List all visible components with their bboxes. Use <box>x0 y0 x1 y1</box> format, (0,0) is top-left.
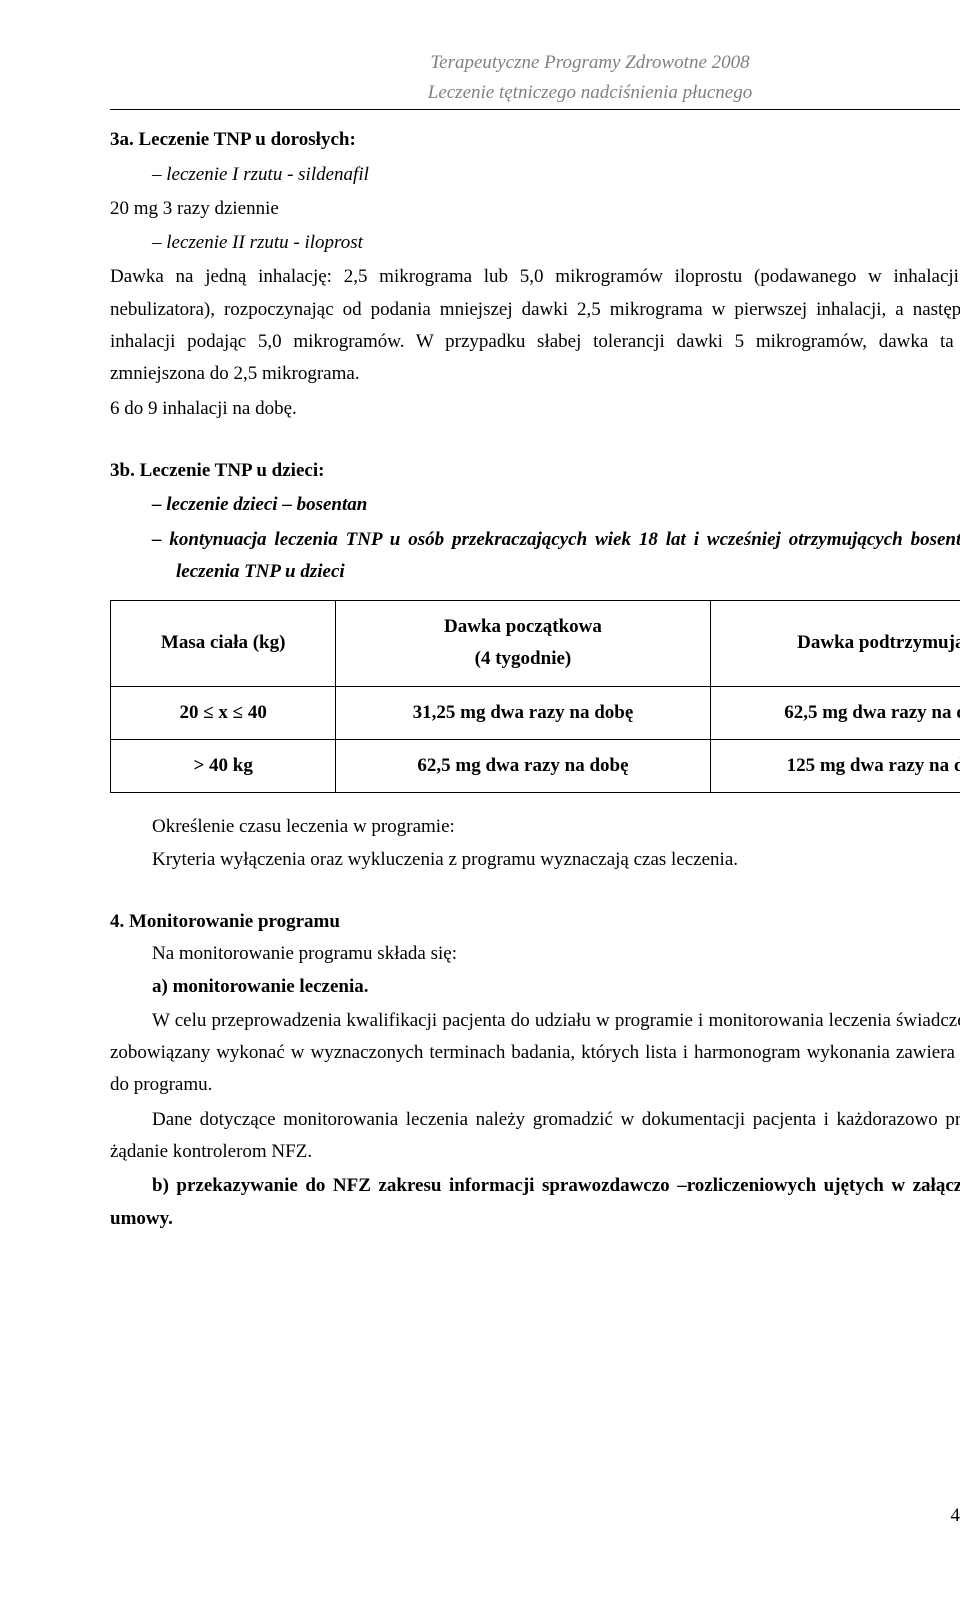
col-maintenance-dose: Dawka podtrzymująca <box>710 601 960 687</box>
cell-initial-1: 31,25 mg dwa razy na dobę <box>336 686 710 739</box>
s4-line-a: a) monitorowanie leczenia. <box>110 971 960 1003</box>
cell-mass-1: 20 ≤ x ≤ 40 <box>111 686 336 739</box>
cell-maint-1: 62,5 mg dwa razy na dobę <box>710 686 960 739</box>
s4-para-2: Dane dotyczące monitorowania leczenia na… <box>110 1104 960 1169</box>
s3a-inhalation-line: 6 do 9 inhalacji na dobę. <box>110 393 960 425</box>
s3b-item-1: leczenie dzieci – bosentan <box>110 489 960 521</box>
cell-mass-2: > 40 kg <box>111 740 336 793</box>
page-number: 4 <box>951 1500 960 1532</box>
posttable-line-1: Określenie czasu leczenia w programie: <box>110 811 960 843</box>
posttable-line-2: Kryteria wyłączenia oraz wykluczenia z p… <box>110 844 960 876</box>
col-initial-dose-line1: Dawka początkowa <box>346 611 699 643</box>
s4-line-b: b) przekazywanie do NFZ zakresu informac… <box>110 1170 960 1235</box>
s3a-dose-line: 20 mg 3 razy dziennie <box>110 193 960 225</box>
cell-initial-2: 62,5 mg dwa razy na dobę <box>336 740 710 793</box>
dose-table: Masa ciała (kg) Dawka początkowa (4 tygo… <box>110 600 960 793</box>
s3a-paragraph: Dawka na jedną inhalację: 2,5 mikrograma… <box>110 261 960 390</box>
col-initial-dose-line2: (4 tygodnie) <box>346 643 699 675</box>
table-row: > 40 kg 62,5 mg dwa razy na dobę 125 mg … <box>111 740 960 793</box>
section-3b-title: 3b. Leczenie TNP u dzieci: <box>110 455 960 487</box>
table-row: Masa ciała (kg) Dawka początkowa (4 tygo… <box>111 601 960 687</box>
s3a-item-2: leczenie II rzutu - iloprost <box>110 227 960 259</box>
s4-line-1: Na monitorowanie programu składa się: <box>110 938 960 970</box>
header-line-2: Leczenie tętniczego nadciśnienia płucneg… <box>110 80 960 106</box>
cell-maint-2: 125 mg dwa razy na dobę <box>710 740 960 793</box>
col-initial-dose: Dawka początkowa (4 tygodnie) <box>336 601 710 687</box>
section-4-title: 4. Monitorowanie programu <box>110 906 960 938</box>
header-rule <box>110 109 960 110</box>
table-row: 20 ≤ x ≤ 40 31,25 mg dwa razy na dobę 62… <box>111 686 960 739</box>
section-3a-title: 3a. Leczenie TNP u dorosłych: <box>110 124 960 156</box>
s3b-item-2: kontynuacja leczenia TNP u osób przekrac… <box>110 524 960 589</box>
s3a-item-1: leczenie I rzutu - sildenafil <box>110 159 960 191</box>
s4-para-1: W celu przeprowadzenia kwalifikacji pacj… <box>110 1005 960 1102</box>
header-line-1: Terapeutyczne Programy Zdrowotne 2008 <box>110 50 960 76</box>
col-mass: Masa ciała (kg) <box>111 601 336 687</box>
